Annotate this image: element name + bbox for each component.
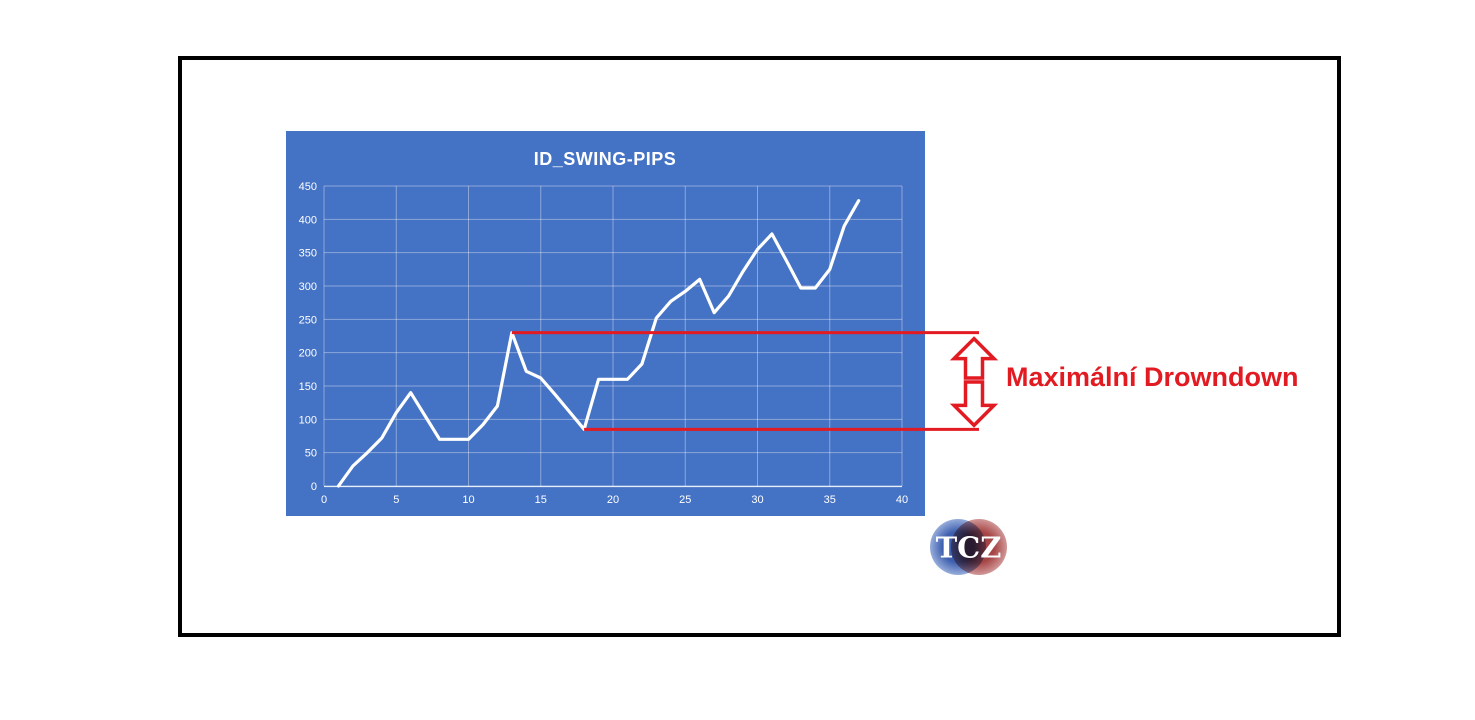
y-tick-label: 250: [299, 314, 317, 326]
data-series: [336, 199, 861, 488]
series-line: [336, 199, 861, 488]
gridlines: [323, 185, 903, 488]
y-tick-label: 200: [299, 348, 317, 360]
x-tick-label: 20: [607, 494, 619, 506]
x-tick-label: 40: [896, 494, 908, 506]
x-tick-label: 15: [535, 494, 547, 506]
up-arrow-icon: [949, 336, 999, 380]
x-tick-label: 25: [679, 494, 691, 506]
x-tick-label: 10: [462, 494, 474, 506]
axis-tick-labels: 0 5 10 15 20 25 30 35 40050100150200250300350400…: [299, 181, 908, 506]
tcz-logo: TCZ: [930, 518, 1008, 576]
y-tick-label: 350: [299, 248, 317, 260]
x-tick-label: 0: [321, 494, 327, 506]
tcz-logo-graphic: TCZ: [930, 519, 1007, 575]
y-tick-label: 150: [299, 381, 317, 393]
chart-panel-bg: [286, 131, 925, 516]
y-tick-label: 450: [299, 181, 317, 193]
drawdown-label: Maximální Drowndown: [1006, 362, 1299, 392]
x-tick-label: 30: [751, 494, 763, 506]
y-tick-label: 300: [299, 281, 317, 293]
chart-panel: [286, 131, 925, 516]
y-tick-label: 0: [311, 481, 317, 493]
chart-title: ID_SWING-PIPS: [534, 149, 677, 169]
logo-text: TCZ: [936, 531, 1002, 565]
logo-right-circle-icon: [951, 519, 1007, 575]
x-tick-label: 5: [393, 494, 399, 506]
down-arrow-icon: [949, 380, 999, 428]
x-tick-label: 35: [824, 494, 836, 506]
y-tick-label: 50: [305, 448, 317, 460]
y-tick-label: 100: [299, 414, 317, 426]
drawdown-annotation: [511, 331, 999, 431]
y-tick-label: 400: [299, 214, 317, 226]
